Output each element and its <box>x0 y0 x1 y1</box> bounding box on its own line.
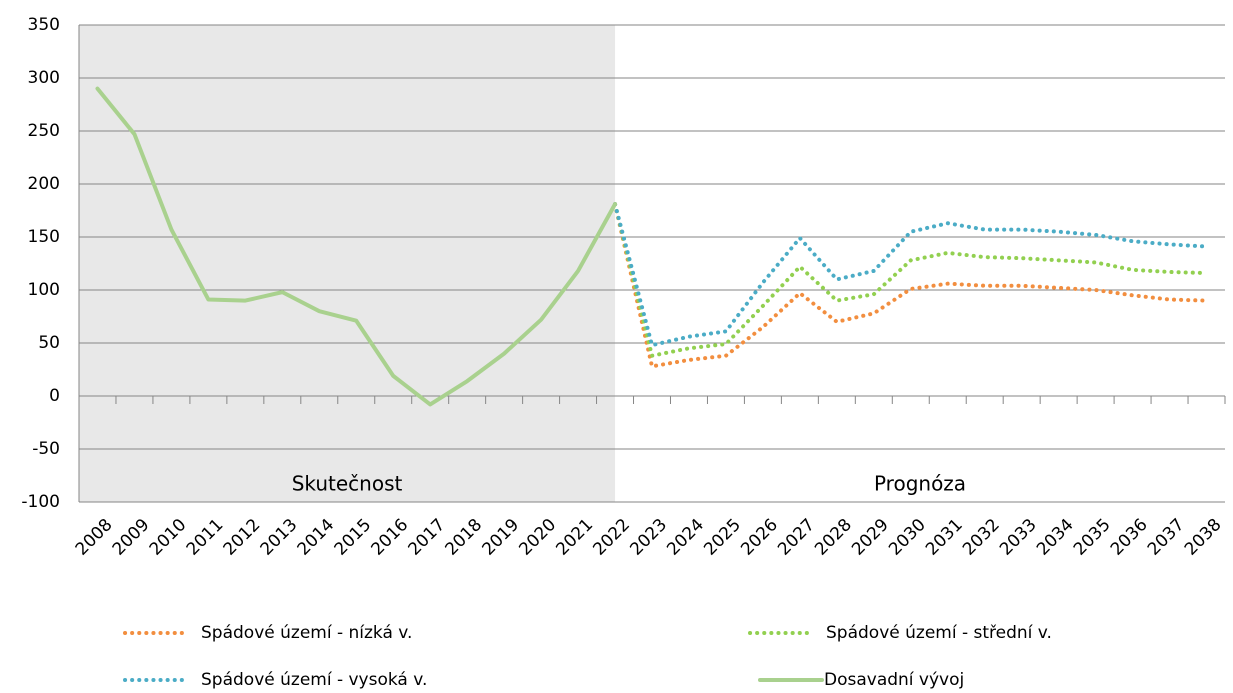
legend-label: Spádové území - střední v. <box>826 623 1052 643</box>
legend-label: Spádové území - nízká v. <box>201 623 412 643</box>
x-tick-label: 2011 <box>183 515 228 560</box>
x-tick-label: 2015 <box>331 515 376 560</box>
annotation: Prognóza <box>874 472 966 496</box>
x-tick-label: 2008 <box>72 515 117 560</box>
x-tick-label: 2022 <box>589 515 634 560</box>
series-line <box>95 86 618 407</box>
y-tick-label: 100 <box>28 280 60 300</box>
legend-label: Dosavadní vývoj <box>824 670 964 690</box>
x-tick-label: 2017 <box>405 515 450 560</box>
series-line <box>613 202 1209 348</box>
x-tick-label: 2032 <box>959 515 1004 560</box>
x-tick-label: 2019 <box>478 515 523 560</box>
x-tick-label: 2038 <box>1181 515 1226 560</box>
x-tick-label: 2020 <box>515 515 560 560</box>
x-tick-label: 2021 <box>552 515 597 560</box>
x-tick-label: 2028 <box>811 515 856 560</box>
x-tick-label: 2034 <box>1033 515 1078 560</box>
y-tick-label: 50 <box>38 333 60 353</box>
y-tick-label: -50 <box>32 439 60 459</box>
x-tick-label: 2018 <box>441 515 486 560</box>
x-tick-label: 2027 <box>774 515 819 560</box>
x-tick-label: 2035 <box>1070 515 1115 560</box>
y-tick-label: 250 <box>28 121 60 141</box>
history-shade <box>79 25 616 502</box>
x-tick-label: 2036 <box>1107 515 1152 560</box>
x-tick-label: 2031 <box>922 515 967 560</box>
x-tick-label: 2013 <box>257 515 302 560</box>
x-tick-label: 2025 <box>700 515 745 560</box>
series-line <box>613 202 1209 369</box>
y-tick-label: 350 <box>28 15 60 35</box>
x-tick-label: 2014 <box>294 515 339 560</box>
y-tick-label: -100 <box>21 492 60 512</box>
y-tick-label: 300 <box>28 68 60 88</box>
x-tick-label: 2037 <box>1144 515 1189 560</box>
annotation: Skutečnost <box>292 472 403 496</box>
x-tick-label: 2026 <box>737 515 782 560</box>
y-tick-label: 150 <box>28 227 60 247</box>
x-tick-label: 2012 <box>220 515 265 560</box>
series-line <box>613 202 1209 358</box>
x-tick-label: 2033 <box>996 515 1041 560</box>
y-tick-label: 200 <box>28 174 60 194</box>
x-tick-label: 2023 <box>626 515 671 560</box>
x-tick-label: 2016 <box>368 515 413 560</box>
x-tick-label: 2010 <box>146 515 191 560</box>
legend-label: Spádové území - vysoká v. <box>201 670 427 690</box>
x-tick-label: 2024 <box>663 515 708 560</box>
x-tick-label: 2029 <box>848 515 893 560</box>
y-tick-label: 0 <box>49 386 60 406</box>
x-tick-label: 2009 <box>109 515 154 560</box>
x-tick-label: 2030 <box>885 515 930 560</box>
